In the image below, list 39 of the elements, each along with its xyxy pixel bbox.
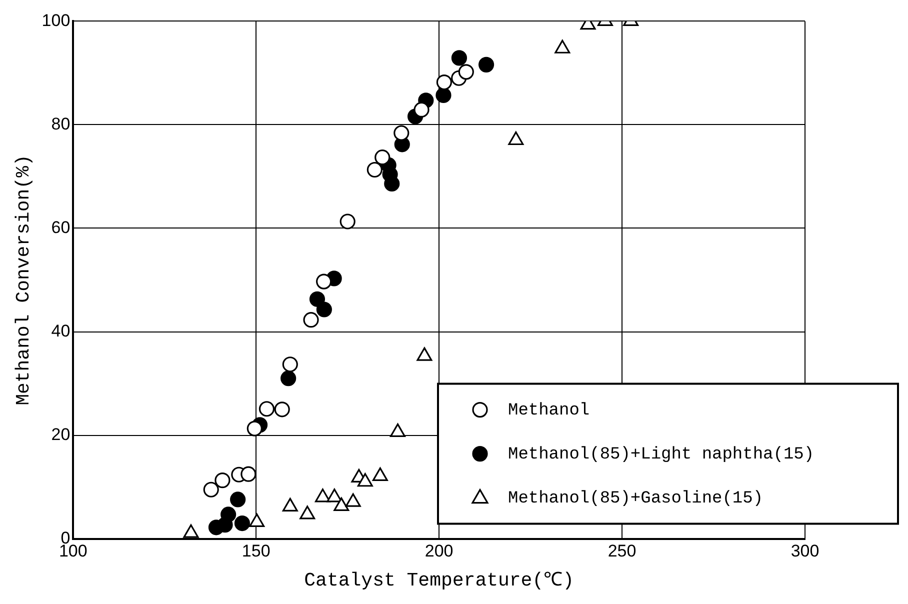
point bbox=[214, 472, 230, 488]
point bbox=[436, 87, 452, 104]
point bbox=[309, 291, 326, 307]
point bbox=[366, 162, 382, 178]
y-axis-title: Methanol Conversion(%) bbox=[12, 154, 34, 406]
x-tick-label: 250 bbox=[608, 542, 636, 561]
y-tick-label: 40 bbox=[51, 321, 70, 340]
point bbox=[220, 506, 236, 522]
point bbox=[316, 274, 332, 290]
point bbox=[414, 102, 430, 118]
x-axis-title: Catalyst Temperature(℃) bbox=[304, 570, 574, 592]
point bbox=[274, 402, 290, 418]
point bbox=[234, 515, 250, 532]
point bbox=[282, 356, 298, 372]
y-tick-label: 60 bbox=[51, 218, 70, 237]
point bbox=[303, 312, 319, 328]
x-tick-label: 150 bbox=[242, 542, 270, 561]
y-tick-label: 20 bbox=[51, 424, 70, 444]
x-tick-label: 300 bbox=[790, 542, 820, 561]
point bbox=[280, 370, 296, 386]
point bbox=[340, 214, 356, 230]
point bbox=[316, 302, 332, 318]
point bbox=[230, 492, 246, 508]
point bbox=[246, 420, 262, 436]
legend-label: Methanol bbox=[508, 401, 590, 420]
point bbox=[394, 125, 410, 141]
point bbox=[458, 64, 474, 80]
point bbox=[240, 466, 256, 482]
y-tick-label: 80 bbox=[51, 114, 70, 134]
point bbox=[203, 482, 219, 498]
legend-label: Methanol(85)+Gasoline(15) bbox=[508, 489, 764, 508]
point bbox=[436, 74, 452, 90]
point bbox=[374, 150, 390, 166]
point bbox=[451, 50, 468, 66]
x-tick-label: 200 bbox=[424, 542, 454, 561]
point bbox=[258, 401, 275, 417]
legend-label: Methanol(85)+Light naphtha(15) bbox=[508, 445, 814, 464]
y-tick-label: 100 bbox=[42, 10, 70, 30]
point bbox=[478, 56, 494, 72]
